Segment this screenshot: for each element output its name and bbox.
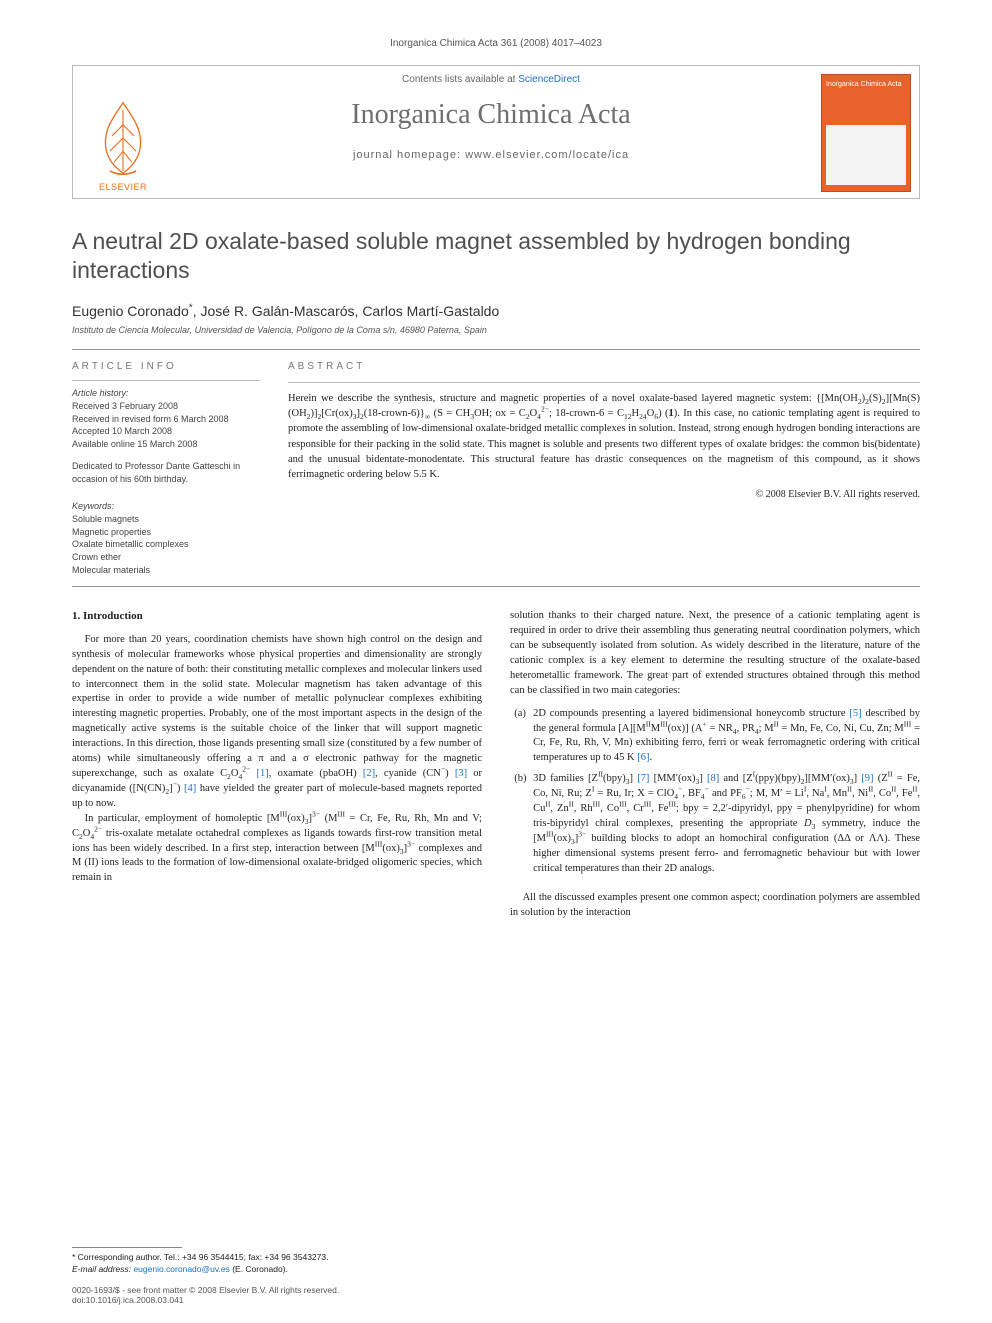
publisher-label: ELSEVIER [99, 182, 147, 192]
contents-label: Contents lists available at [402, 74, 515, 85]
section-number: 1. [72, 610, 80, 622]
cover-art-placeholder [826, 125, 906, 185]
abstract-block: abstract Herein we describe the synthesi… [288, 360, 920, 577]
abstract-text: Herein we describe the synthesis, struct… [288, 391, 920, 482]
divider-top [72, 349, 920, 350]
cover-title: Inorganica Chimica Acta [822, 75, 910, 89]
abstract-heading: abstract [288, 360, 920, 375]
abstract-copyright: © 2008 Elsevier B.V. All rights reserved… [288, 488, 920, 503]
keyword: Magnetic properties [72, 526, 260, 539]
list-text: 3D families [ZII(bpy)3] [7] [MM′(ox)3] [… [533, 773, 920, 873]
abstract-rule [288, 382, 920, 383]
author-email-link[interactable]: eugenio.coronado@uv.es [133, 1264, 229, 1274]
keyword: Crown ether [72, 551, 260, 564]
list-item-a: (a)2D compounds presenting a layered bid… [510, 707, 920, 767]
left-column: 1. Introduction For more than 20 years, … [72, 609, 482, 920]
masthead-center: Contents lists available at ScienceDirec… [173, 74, 809, 161]
keyword: Oxalate bimetallic complexes [72, 538, 260, 551]
corresponding-marker: * [189, 302, 193, 313]
contents-list-line: Contents lists available at ScienceDirec… [173, 74, 809, 85]
journal-homepage: journal homepage: www.elsevier.com/locat… [173, 149, 809, 161]
email-label: E-mail address: [72, 1264, 131, 1274]
sciencedirect-link[interactable]: ScienceDirect [518, 74, 580, 85]
history-label: Article history: [72, 387, 260, 400]
history-received: Received 3 February 2008 [72, 400, 260, 413]
body-columns: 1. Introduction For more than 20 years, … [72, 609, 920, 920]
section-title: Introduction [83, 610, 143, 622]
paragraph: In particular, employment of homoleptic … [72, 812, 482, 887]
section-heading: 1. Introduction [72, 609, 482, 625]
author-list: Eugenio Coronado*, José R. Galán-Mascaró… [72, 303, 920, 319]
corr-author-line: * Corresponding author. Tel.: +34 96 354… [72, 1252, 472, 1263]
paragraph: All the discussed examples present one c… [510, 891, 920, 921]
journal-cover-thumb: Inorganica Chimica Acta [821, 74, 911, 192]
keyword: Soluble magnets [72, 513, 260, 526]
affiliation: Instituto de Ciencia Molecular, Universi… [72, 325, 920, 335]
divider-bottom [72, 586, 920, 587]
journal-masthead: ELSEVIER Contents lists available at Sci… [72, 65, 920, 199]
history-accepted: Accepted 10 March 2008 [72, 425, 260, 438]
list-item-b: (b)3D families [ZII(bpy)3] [7] [MM′(ox)3… [510, 772, 920, 876]
email-name: (E. Coronado). [232, 1264, 288, 1274]
article-info-block: article info Article history: Received 3… [72, 360, 260, 577]
paragraph: solution thanks to their charged nature.… [510, 609, 920, 698]
footnote-rule [72, 1247, 182, 1248]
right-column: solution thanks to their charged nature.… [510, 609, 920, 920]
list-label: (a) [514, 707, 533, 722]
doi-line: doi:10.1016/j.ica.2008.03.041 [72, 1295, 339, 1305]
email-line: E-mail address: eugenio.coronado@uv.es (… [72, 1264, 472, 1275]
info-rule [72, 380, 260, 381]
history-revised: Received in revised form 6 March 2008 [72, 413, 260, 426]
running-head: Inorganica Chimica Acta 361 (2008) 4017–… [72, 38, 920, 49]
publisher-logo: ELSEVIER [81, 74, 165, 192]
history-online: Available online 15 March 2008 [72, 438, 260, 451]
list-text: 2D compounds presenting a layered bidime… [533, 708, 920, 764]
journal-name: Inorganica Chimica Acta [173, 99, 809, 131]
keyword: Molecular materials [72, 564, 260, 577]
corresponding-footnote: * Corresponding author. Tel.: +34 96 354… [72, 1247, 472, 1275]
article-title: A neutral 2D oxalate-based soluble magne… [72, 227, 920, 285]
page-footer: 0020-1693/$ - see front matter © 2008 El… [72, 1285, 339, 1305]
elsevier-tree-icon [90, 94, 156, 182]
keywords-label: Keywords: [72, 500, 260, 513]
article-meta-row: article info Article history: Received 3… [72, 360, 920, 577]
dedication: Dedicated to Professor Dante Gatteschi i… [72, 460, 260, 485]
paragraph: For more than 20 years, coordination che… [72, 633, 482, 812]
front-matter-line: 0020-1693/$ - see front matter © 2008 El… [72, 1285, 339, 1295]
article-info-heading: article info [72, 360, 260, 374]
page: Inorganica Chimica Acta 361 (2008) 4017–… [0, 0, 992, 1323]
list-label: (b) [514, 772, 533, 787]
